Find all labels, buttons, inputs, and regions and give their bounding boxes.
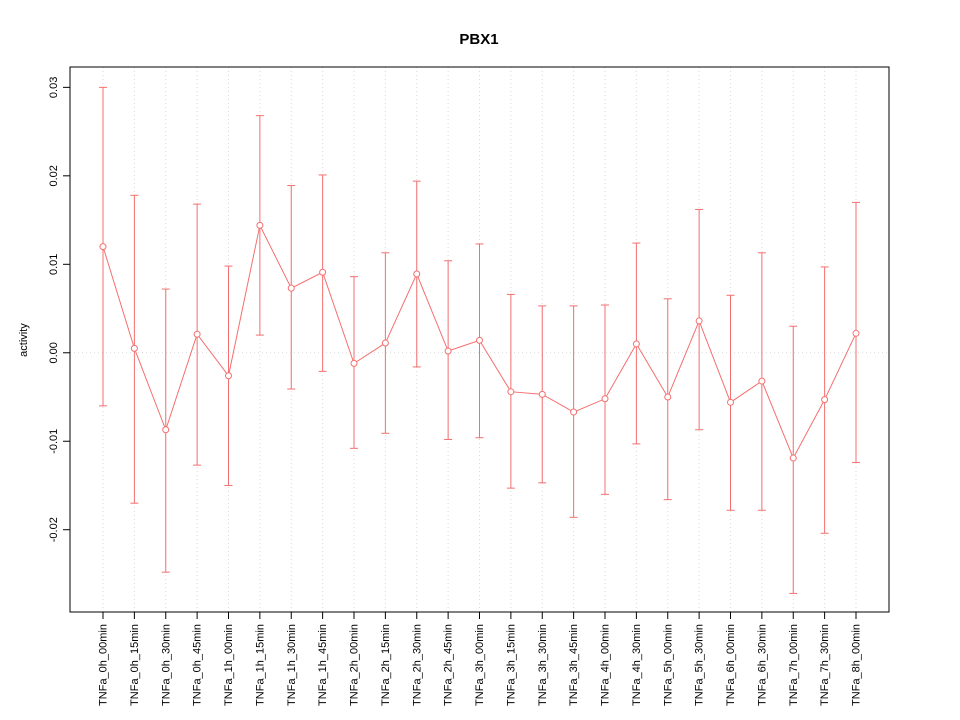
x-tick-label: TNFa_0h_45min (192, 624, 204, 706)
y-tick-label: -0.01 (48, 429, 60, 454)
y-tick-label: -0.02 (48, 517, 60, 542)
x-tick-label: TNFa_8h_00min (851, 624, 863, 706)
x-tick-label: TNFa_2h_15min (380, 624, 392, 706)
x-tick-label: TNFa_2h_30min (411, 624, 423, 706)
data-point (256, 221, 264, 229)
x-tick-label: TNFa_4h_30min (631, 624, 643, 706)
data-point (162, 426, 170, 434)
x-tick-label: TNFa_3h_45min (568, 624, 580, 706)
data-point (695, 317, 703, 325)
x-tick-label: TNFa_6h_30min (756, 624, 768, 706)
data-point (476, 336, 483, 344)
data-point (381, 339, 389, 347)
data-point (570, 408, 578, 416)
x-tick-label: TNFa_7h_00min (788, 624, 800, 706)
y-tick-label: 0.00 (48, 342, 60, 363)
data-point (350, 359, 358, 367)
data-point (727, 398, 734, 406)
x-tick-label: TNFa_2h_45min (443, 624, 455, 706)
data-point (601, 395, 609, 403)
chart-title: PBX1 (459, 31, 498, 48)
data-point (632, 340, 640, 348)
data-point (538, 390, 546, 398)
x-tick-label: TNFa_1h_30min (286, 624, 298, 706)
data-point (664, 393, 672, 401)
y-axis-label: activity (18, 323, 30, 357)
y-tick-label: 0.03 (48, 77, 60, 98)
data-point (789, 454, 797, 462)
data-point (99, 243, 107, 251)
data-point (758, 377, 766, 385)
data-point (413, 270, 421, 278)
x-tick-label: TNFa_0h_30min (160, 624, 172, 706)
x-tick-label: TNFa_1h_15min (254, 624, 266, 706)
x-tick-label: TNFa_2h_00min (349, 624, 361, 706)
x-tick-label: TNFa_0h_15min (129, 624, 141, 706)
x-tick-label: TNFa_3h_30min (537, 624, 549, 706)
y-tick-label: 0.02 (48, 165, 60, 186)
x-tick-label: TNFa_1h_45min (317, 624, 329, 706)
data-point (821, 396, 829, 404)
data-point (852, 329, 860, 337)
data-point (225, 372, 232, 380)
x-tick-label: TNFa_0h_00min (98, 624, 110, 706)
data-point (444, 347, 452, 355)
x-tick-label: TNFa_3h_15min (505, 624, 517, 706)
data-point (287, 284, 295, 292)
data-point (507, 388, 515, 396)
chart-layer: -0.02 -0.01 0.00 0.01 0.02 0.03 TNFa_0h_00min T… (48, 66, 890, 706)
x-tick-label: TNFa_6h_00min (725, 624, 737, 706)
x-tick-label: TNFa_1h_00min (223, 624, 235, 706)
data-point (319, 268, 327, 276)
data-point (193, 330, 201, 338)
x-tick-label: TNFa_7h_30min (819, 624, 831, 706)
data-point (130, 344, 138, 352)
x-tick-label: TNFa_5h_00min (662, 624, 674, 706)
x-tick-label: TNFa_4h_00min (600, 624, 612, 706)
x-tick-label: TNFa_3h_00min (474, 624, 486, 706)
x-tick-label: TNFa_5h_30min (694, 624, 706, 706)
y-tick-label: 0.01 (48, 254, 60, 275)
